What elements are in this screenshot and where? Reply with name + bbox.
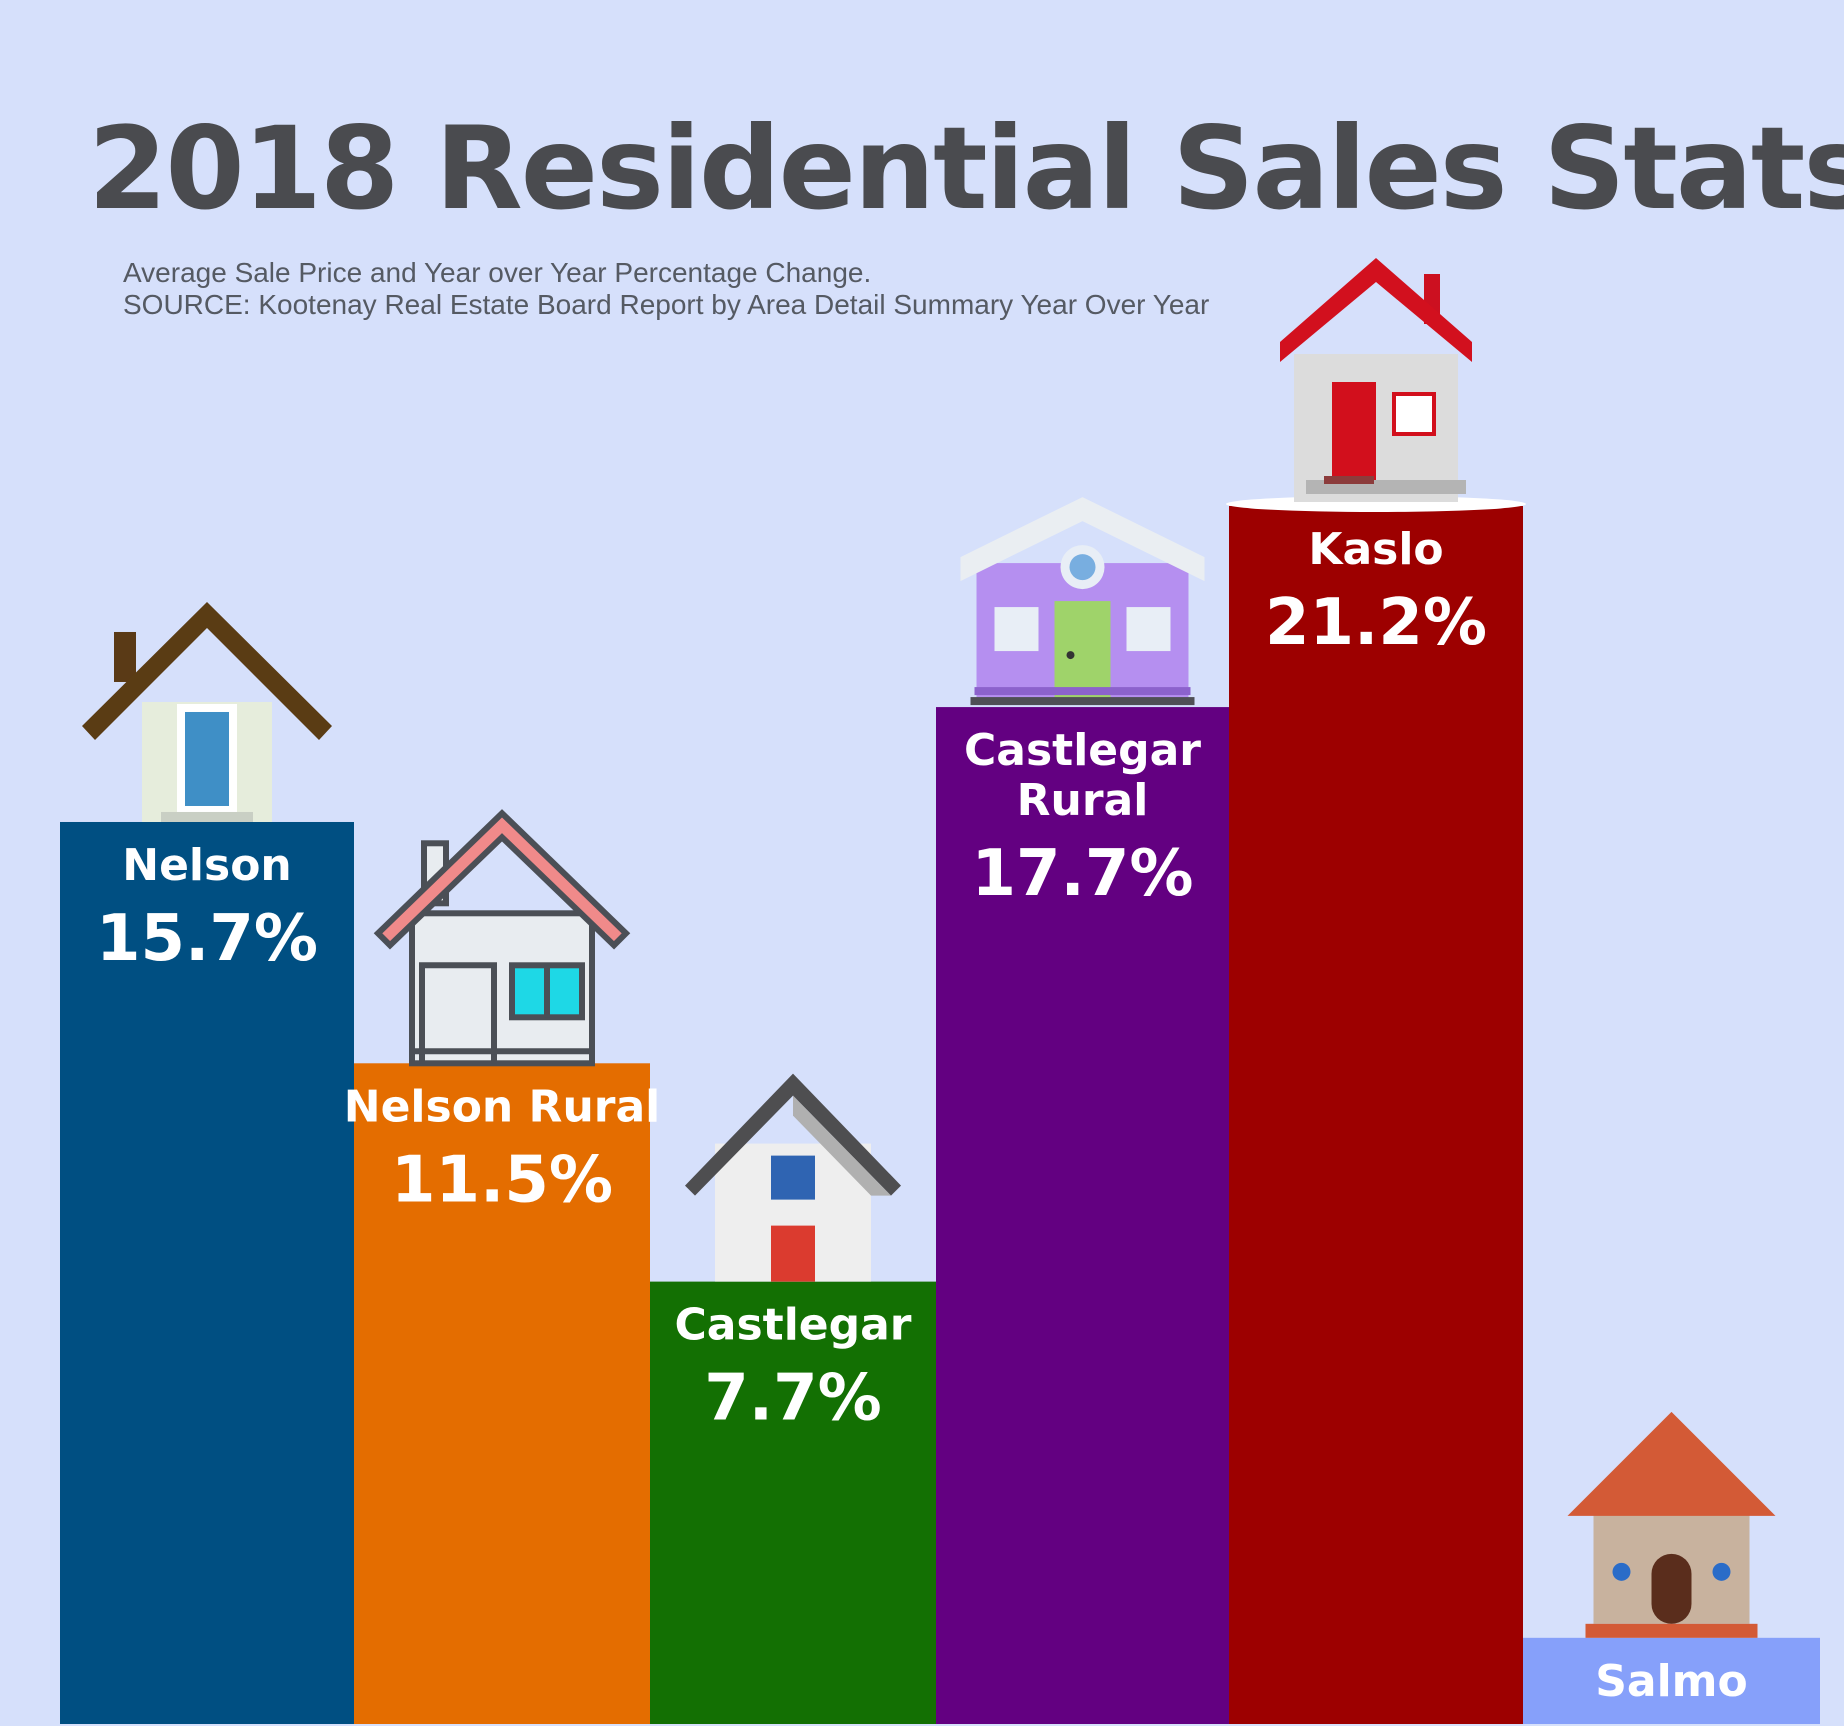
category-label-castlegar: Castlegar xyxy=(674,1300,911,1351)
outline-house-icon xyxy=(373,809,631,1067)
purple-house-icon xyxy=(960,497,1205,706)
category-label-castlegar-rural: Castlegar xyxy=(964,725,1201,776)
bar-salmo xyxy=(1523,1637,1820,1724)
bar-castlegar xyxy=(650,1281,936,1724)
bar-nelson-rural xyxy=(354,1063,650,1724)
page-title: 2018 Residential Sales Stats xyxy=(88,102,1844,235)
category-label-castlegar-rural: Rural xyxy=(1017,775,1149,826)
chart-source: SOURCE: Kootenay Real Estate Board Repor… xyxy=(123,289,1210,320)
category-label-kaslo: Kaslo xyxy=(1308,524,1443,575)
bar-kaslo xyxy=(1229,506,1523,1724)
category-label-nelson-rural: Nelson Rural xyxy=(344,1081,661,1132)
value-label-kaslo: 21.2% xyxy=(1265,586,1487,660)
brown-roof-house-icon xyxy=(82,601,332,822)
chart-subtitle: Average Sale Price and Year over Year Pe… xyxy=(123,257,872,288)
value-label-castlegar-rural: 17.7% xyxy=(971,837,1193,911)
category-label-nelson: Nelson xyxy=(122,840,292,891)
value-label-salmo: 1.5% xyxy=(1583,1718,1761,1726)
gray-roof-house-icon xyxy=(685,1073,901,1282)
red-roof-house-icon xyxy=(1226,258,1526,512)
orange-roof-house-icon xyxy=(1567,1411,1776,1638)
bar-castlegar-rural xyxy=(936,707,1229,1724)
bar-nelson xyxy=(60,821,354,1724)
value-label-nelson-rural: 11.5% xyxy=(391,1143,613,1217)
category-label-salmo: Salmo xyxy=(1595,1656,1748,1707)
value-label-nelson: 15.7% xyxy=(96,902,318,976)
value-label-castlegar: 7.7% xyxy=(704,1362,882,1436)
